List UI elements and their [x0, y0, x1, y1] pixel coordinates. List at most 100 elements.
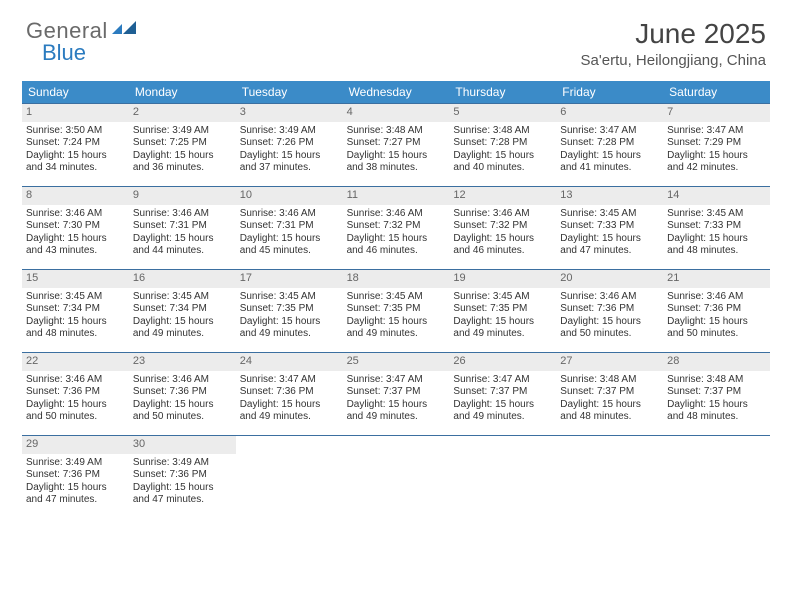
day-info-line: Sunrise: 3:47 AM	[240, 374, 339, 387]
day-cell: 26Sunrise: 3:47 AMSunset: 7:37 PMDayligh…	[449, 353, 556, 435]
day-info-line: Daylight: 15 hours	[240, 233, 339, 246]
day-info-line: Sunrise: 3:45 AM	[667, 208, 766, 221]
day-number: 5	[449, 104, 556, 122]
day-info-line: Daylight: 15 hours	[26, 316, 125, 329]
day-info-line: Sunset: 7:33 PM	[667, 220, 766, 233]
day-info-line: Sunset: 7:36 PM	[240, 386, 339, 399]
day-number: 1	[22, 104, 129, 122]
day-number: 17	[236, 270, 343, 288]
day-info-line: Sunset: 7:31 PM	[133, 220, 232, 233]
day-number: 27	[556, 353, 663, 371]
day-info-line: Daylight: 15 hours	[560, 399, 659, 412]
day-info-line: Sunset: 7:36 PM	[560, 303, 659, 316]
day-number: 4	[343, 104, 450, 122]
day-info-line: Sunrise: 3:45 AM	[133, 291, 232, 304]
day-info-line: Daylight: 15 hours	[26, 150, 125, 163]
day-info-line: Daylight: 15 hours	[240, 316, 339, 329]
day-info-line: Sunset: 7:36 PM	[26, 469, 125, 482]
day-cell	[343, 436, 450, 518]
day-info-line: and 48 minutes.	[667, 411, 766, 424]
day-info-line: Sunrise: 3:48 AM	[453, 125, 552, 138]
week-row: 8Sunrise: 3:46 AMSunset: 7:30 PMDaylight…	[22, 186, 770, 269]
day-cell	[663, 436, 770, 518]
day-info-line: and 49 minutes.	[240, 411, 339, 424]
day-info-line: Sunrise: 3:49 AM	[240, 125, 339, 138]
day-info-line: Daylight: 15 hours	[26, 482, 125, 495]
day-cell: 18Sunrise: 3:45 AMSunset: 7:35 PMDayligh…	[343, 270, 450, 352]
day-cell: 17 Sunrise: 3:45 AMSunset: 7:35 PMDayligh…	[236, 270, 343, 352]
day-info-line: Sunset: 7:33 PM	[560, 220, 659, 233]
day-info-line: Sunrise: 3:46 AM	[347, 208, 446, 221]
day-info-line: Daylight: 15 hours	[560, 150, 659, 163]
day-info-line: Sunrise: 3:47 AM	[453, 374, 552, 387]
day-cell: 22Sunrise: 3:46 AMSunset: 7:36 PMDayligh…	[22, 353, 129, 435]
day-info-line: Daylight: 15 hours	[453, 150, 552, 163]
day-info-line: and 47 minutes.	[560, 245, 659, 258]
day-info-line: Sunrise: 3:46 AM	[560, 291, 659, 304]
day-cell: 14 Sunrise: 3:45 AMSunset: 7:33 PMDayligh…	[663, 187, 770, 269]
day-info-line: and 40 minutes.	[453, 162, 552, 175]
day-info-line: Sunrise: 3:48 AM	[347, 125, 446, 138]
day-cell: 29Sunrise: 3:49 AMSunset: 7:36 PMDayligh…	[22, 436, 129, 518]
day-info-line: and 44 minutes.	[133, 245, 232, 258]
day-info-line: and 50 minutes.	[667, 328, 766, 341]
day-info-line: Sunrise: 3:48 AM	[560, 374, 659, 387]
day-info-line: Sunset: 7:36 PM	[667, 303, 766, 316]
day-info-line: Sunset: 7:25 PM	[133, 137, 232, 150]
day-number: 28	[663, 353, 770, 371]
day-info-line: Sunrise: 3:47 AM	[667, 125, 766, 138]
day-cell: 7Sunrise: 3:47 AMSunset: 7:29 PMDaylight…	[663, 104, 770, 186]
day-number: 14	[663, 187, 770, 205]
day-number: 21	[663, 270, 770, 288]
day-number: 11	[343, 187, 450, 205]
day-info-line: and 37 minutes.	[240, 162, 339, 175]
day-info-line: and 48 minutes.	[667, 245, 766, 258]
day-cell	[236, 436, 343, 518]
day-info-line: Sunset: 7:36 PM	[133, 469, 232, 482]
day-cell: 6Sunrise: 3:47 AMSunset: 7:28 PMDaylight…	[556, 104, 663, 186]
day-info-line: Sunrise: 3:46 AM	[453, 208, 552, 221]
day-cell: 8Sunrise: 3:46 AMSunset: 7:30 PMDaylight…	[22, 187, 129, 269]
day-number: 30	[129, 436, 236, 454]
day-info-line: Sunrise: 3:46 AM	[26, 208, 125, 221]
day-info-line: Daylight: 15 hours	[667, 233, 766, 246]
day-info-line: and 46 minutes.	[453, 245, 552, 258]
day-info-line: Daylight: 15 hours	[133, 150, 232, 163]
day-info-line: Sunset: 7:24 PM	[26, 137, 125, 150]
day-info-line: Sunrise: 3:45 AM	[240, 291, 339, 304]
day-cell: 16Sunrise: 3:45 AMSunset: 7:34 PMDayligh…	[129, 270, 236, 352]
day-cell: 23Sunrise: 3:46 AMSunset: 7:36 PMDayligh…	[129, 353, 236, 435]
day-cell	[556, 436, 663, 518]
weekday-sun: Sunday	[22, 81, 129, 103]
day-number: 18	[343, 270, 450, 288]
day-info-line: Sunset: 7:28 PM	[453, 137, 552, 150]
day-number: 16	[129, 270, 236, 288]
weekday-mon: Monday	[129, 81, 236, 103]
calendar-grid: Sunday Monday Tuesday Wednesday Thursday…	[22, 81, 770, 518]
day-info-line: and 38 minutes.	[347, 162, 446, 175]
day-info-line: Sunrise: 3:46 AM	[133, 374, 232, 387]
brand-text-blue: Blue	[42, 40, 86, 65]
day-info-line: Sunset: 7:34 PM	[26, 303, 125, 316]
day-cell: 24Sunrise: 3:47 AMSunset: 7:36 PMDayligh…	[236, 353, 343, 435]
day-info-line: Sunset: 7:26 PM	[240, 137, 339, 150]
flag-icon	[112, 20, 138, 43]
day-info-line: Sunset: 7:35 PM	[240, 303, 339, 316]
day-cell: 13Sunrise: 3:45 AMSunset: 7:33 PMDayligh…	[556, 187, 663, 269]
day-info-line: Daylight: 15 hours	[133, 316, 232, 329]
day-info-line: Sunrise: 3:47 AM	[560, 125, 659, 138]
day-info-line: Sunrise: 3:45 AM	[26, 291, 125, 304]
week-row: 1Sunrise: 3:50 AMSunset: 7:24 PMDaylight…	[22, 103, 770, 186]
day-info-line: Daylight: 15 hours	[667, 316, 766, 329]
day-info-line: Daylight: 15 hours	[240, 150, 339, 163]
day-number: 29	[22, 436, 129, 454]
day-info-line: and 42 minutes.	[667, 162, 766, 175]
day-info-line: Daylight: 15 hours	[240, 399, 339, 412]
day-number: 8	[22, 187, 129, 205]
day-info-line: Sunset: 7:37 PM	[453, 386, 552, 399]
day-number: 10	[236, 187, 343, 205]
day-info-line: Sunset: 7:35 PM	[453, 303, 552, 316]
day-cell: 19Sunrise: 3:45 AMSunset: 7:35 PMDayligh…	[449, 270, 556, 352]
day-info-line: Daylight: 15 hours	[347, 150, 446, 163]
weekday-header: Sunday Monday Tuesday Wednesday Thursday…	[22, 81, 770, 103]
